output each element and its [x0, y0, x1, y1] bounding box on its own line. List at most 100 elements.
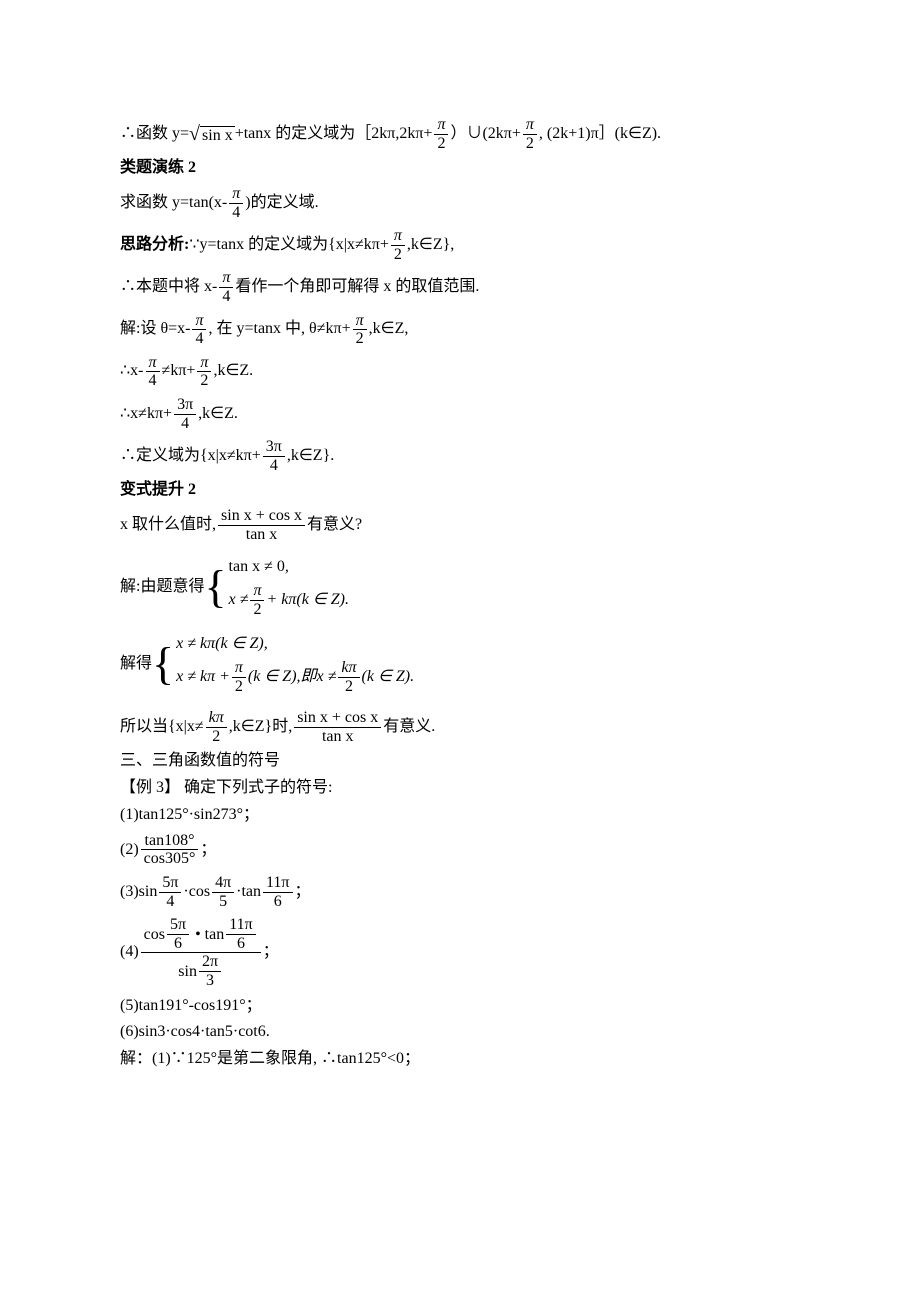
- fraction: 5π 6: [167, 916, 189, 952]
- fraction: π 2: [391, 227, 405, 263]
- fraction: π 2: [197, 354, 211, 390]
- numerator: π: [434, 116, 448, 135]
- line-8: ∴x≠kπ+ 3π 4 ,k∈Z.: [120, 396, 800, 432]
- text: 类题演练 2: [120, 158, 196, 179]
- numerator: π: [197, 354, 211, 373]
- denominator: 4: [219, 288, 233, 306]
- text: 解:设 θ=x-: [120, 319, 190, 340]
- text: ∵y=tanx 的定义域为{x|x≠kπ+: [189, 235, 389, 256]
- numerator: π: [250, 582, 264, 601]
- denominator: 2: [250, 601, 264, 619]
- fraction: π 4: [219, 269, 233, 305]
- fraction: 2π 3: [199, 953, 221, 989]
- solution-line: 解：(1)∵125°是第二象限角, ∴tan125°<0；: [120, 1049, 800, 1070]
- denominator: 6: [263, 893, 292, 911]
- text: 变式提升 2: [120, 480, 196, 501]
- denominator: 3: [199, 972, 221, 990]
- fraction: π 2: [434, 116, 448, 152]
- denominator: 4: [174, 415, 196, 433]
- text: (3)sin: [120, 882, 157, 903]
- fraction: π 4: [229, 185, 243, 221]
- line-7: ∴x- π 4 ≠kπ+ π 2 ,k∈Z.: [120, 354, 800, 390]
- denominator: 2: [391, 246, 405, 264]
- text: ∴定义域为{x|x≠kπ+: [120, 446, 261, 467]
- line-11: x 取什么值时, sin x + cos x tan x 有意义?: [120, 507, 800, 543]
- denominator: 5: [212, 893, 234, 911]
- text: x 取什么值时,: [120, 515, 216, 536]
- text: ；: [200, 840, 216, 861]
- fraction: 3π 4: [174, 396, 196, 432]
- numerator: 5π: [159, 874, 181, 893]
- text: 解：(1)∵125°是第二象限角, ∴tan125°<0；: [120, 1049, 420, 1070]
- text: ,k∈Z,: [369, 319, 409, 340]
- fraction: 11π 6: [226, 916, 255, 952]
- text: ∴x-: [120, 361, 144, 382]
- text: , (2k+1)π］(k∈Z).: [539, 124, 661, 145]
- numerator: π: [391, 227, 405, 246]
- text: ·cos: [183, 882, 210, 903]
- denominator: 4: [192, 330, 206, 348]
- complex-fraction: cos 5π 6 • tan 11π 6 sin 2π: [141, 916, 261, 989]
- numerator: sin x + cos x: [294, 709, 381, 728]
- line-6: 解:设 θ=x- π 4 , 在 y=tanx 中, θ≠kπ+ π 2 ,k∈…: [120, 312, 800, 348]
- system-row: tan x ≠ 0,: [229, 557, 289, 578]
- radicand: sin x: [200, 126, 235, 145]
- text: 看作一个角即可解得 x 的取值范围.: [235, 277, 479, 298]
- numerator: π: [192, 312, 206, 331]
- numerator: kπ: [206, 709, 227, 728]
- text: ,k∈Z}.: [287, 446, 334, 467]
- fraction: 5π 4: [159, 874, 181, 910]
- numerator: 11π: [263, 874, 292, 893]
- text: +tanx 的定义域为［2kπ,2kπ+: [235, 124, 433, 145]
- denominator: 2: [434, 135, 448, 153]
- text: (k ∈ Z),即x ≠: [248, 667, 336, 688]
- text: ,k∈Z},: [407, 235, 454, 256]
- fraction: π 2: [232, 659, 246, 695]
- denominator: 2: [232, 678, 246, 696]
- item-1: (1)tan125°·sin273°；: [120, 805, 800, 826]
- text: (6)sin3·cos4·tan5·cot6.: [120, 1022, 270, 1043]
- fraction: π 2: [353, 312, 367, 348]
- item-3: (3)sin 5π 4 ·cos 4π 5 ·tan 11π 6 ；: [120, 874, 800, 910]
- numerator: 2π: [199, 953, 221, 972]
- text: 有意义?: [307, 515, 362, 536]
- fraction: sin x + cos x tan x: [218, 507, 305, 543]
- denominator: 2: [353, 330, 367, 348]
- sqrt: √ sin x: [189, 124, 235, 144]
- denominator: 4: [263, 457, 285, 475]
- text: ·tan: [236, 882, 261, 903]
- equation-system: { x ≠ kπ(k ∈ Z), x ≠ kπ + π 2 (k ∈ Z),即x…: [152, 632, 414, 697]
- text: ∴x≠kπ+: [120, 404, 172, 425]
- fraction: π 2: [250, 582, 264, 618]
- item-5: (5)tan191°-cos191°；: [120, 996, 800, 1017]
- text: (5)tan191°-cos191°；: [120, 996, 262, 1017]
- left-brace-icon: {: [204, 569, 226, 606]
- fraction: sin x + cos x tan x: [294, 709, 381, 745]
- heading-exercise-2: 类题演练 2: [120, 158, 800, 179]
- fraction: 3π 4: [263, 438, 285, 474]
- text: , 在 y=tanx 中, θ≠kπ+: [208, 319, 350, 340]
- text: x ≠ kπ +: [176, 667, 230, 688]
- fraction: π 4: [146, 354, 160, 390]
- text: ,k∈Z}时,: [229, 717, 292, 738]
- text: (4): [120, 942, 139, 963]
- fraction: kπ 2: [338, 659, 359, 695]
- left-brace-icon: {: [152, 646, 174, 683]
- line-9: ∴定义域为{x|x≠kπ+ 3π 4 ,k∈Z}.: [120, 438, 800, 474]
- page: ∴函数 y= √ sin x +tanx 的定义域为［2kπ,2kπ+ π 2 …: [0, 0, 920, 1302]
- numerator: kπ: [338, 659, 359, 678]
- line-14: 所以当{x|x≠ kπ 2 ,k∈Z}时, sin x + cos x tan …: [120, 709, 800, 745]
- heading-section-3: 三、三角函数值的符号: [120, 751, 800, 772]
- text: ,k∈Z.: [198, 404, 238, 425]
- text: (k ∈ Z).: [362, 667, 415, 688]
- text: ,k∈Z.: [213, 361, 253, 382]
- numerator: 11π: [226, 916, 255, 935]
- numerator: π: [146, 354, 160, 373]
- denominator: 4: [229, 204, 243, 222]
- line-1: ∴函数 y= √ sin x +tanx 的定义域为［2kπ,2kπ+ π 2 …: [120, 116, 800, 152]
- text: 有意义.: [383, 717, 435, 738]
- line-4: 思路分析: ∵y=tanx 的定义域为{x|x≠kπ+ π 2 ,k∈Z},: [120, 227, 800, 263]
- numerator: tan108°: [141, 832, 199, 851]
- denominator: cos305°: [141, 850, 199, 868]
- numerator: π: [523, 116, 537, 135]
